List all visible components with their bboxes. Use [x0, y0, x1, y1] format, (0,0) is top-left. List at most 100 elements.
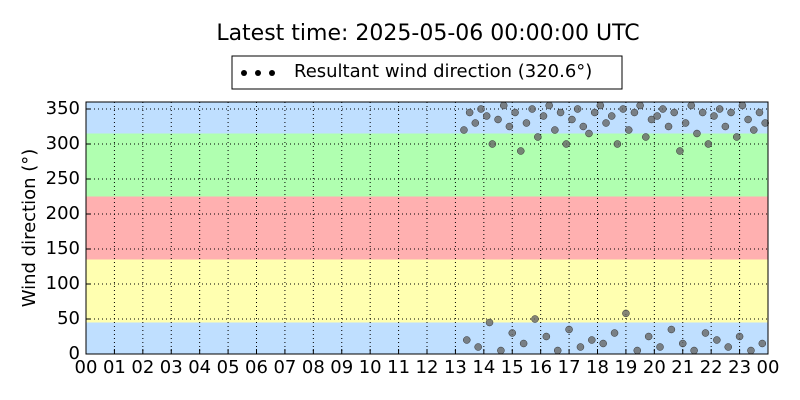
data-point [693, 129, 701, 138]
data-point [556, 108, 565, 117]
data-point [622, 309, 630, 318]
data-point [642, 133, 650, 141]
data-point [724, 343, 732, 351]
data-point [599, 339, 607, 348]
data-point [517, 147, 525, 155]
x-tick-label: 07 [273, 357, 296, 378]
plot-frame [85, 101, 769, 355]
legend-label: Resultant wind direction (320.6°) [294, 61, 592, 82]
y-tick-label: 0 [69, 343, 80, 364]
data-point [497, 346, 505, 355]
data-point [633, 346, 642, 355]
y-tick-label: 300 [46, 133, 80, 154]
data-point [494, 115, 502, 124]
y-tick-label: 150 [46, 238, 80, 259]
data-point [701, 329, 710, 337]
data-point [761, 119, 769, 127]
data-point [735, 332, 744, 341]
data-point [553, 346, 562, 355]
data-point [562, 140, 570, 148]
data-point [482, 112, 491, 120]
x-tick-label: 19 [614, 357, 637, 378]
data-point [542, 332, 551, 341]
data-point [690, 346, 698, 355]
x-tick-label: 20 [643, 357, 666, 378]
y-axis-label: Wind direction (°) [19, 149, 40, 308]
data-point [755, 108, 764, 117]
data-point [750, 126, 758, 134]
data-point [679, 339, 687, 348]
data-point [659, 105, 667, 113]
data-point [505, 122, 514, 131]
data-point [471, 119, 480, 127]
y-tick-label: 350 [46, 98, 80, 119]
data-point [619, 105, 627, 113]
data-point [565, 325, 573, 334]
data-point [508, 329, 516, 337]
data-point [463, 336, 471, 344]
data-point [664, 122, 673, 131]
y-tick-label: 100 [46, 273, 80, 294]
data-point [528, 105, 536, 113]
data-point [499, 101, 508, 110]
x-tick-label: 23 [728, 357, 751, 378]
data-point [588, 336, 596, 344]
x-tick-label: 02 [131, 357, 154, 378]
data-point [519, 339, 528, 348]
x-tick-label: 10 [359, 357, 382, 378]
legend-marker [269, 70, 275, 76]
data-point [738, 101, 747, 110]
x-tick-label: 08 [302, 357, 325, 378]
data-point [551, 126, 559, 134]
x-tick-label: 13 [444, 357, 467, 378]
legend-marker [241, 70, 247, 76]
chart-title: Latest time: 2025-05-06 00:00:00 UTC [216, 21, 639, 46]
legend: Resultant wind direction (320.6°) [231, 55, 623, 90]
x-tick-label: 11 [387, 357, 410, 378]
x-tick-label: 09 [330, 357, 353, 378]
data-point [576, 343, 585, 351]
data-point [590, 108, 599, 117]
data-point [625, 126, 633, 134]
x-tick-label: 14 [472, 357, 495, 378]
data-point [710, 112, 718, 120]
data-point [747, 346, 755, 355]
data-point [534, 133, 542, 141]
y-tick-label: 50 [57, 308, 80, 329]
data-point [607, 112, 616, 120]
data-point [573, 105, 582, 113]
y-tick-label: 200 [46, 203, 80, 224]
legend-marker [255, 70, 261, 76]
data-point [610, 329, 619, 337]
data-point [644, 332, 653, 341]
data-point [670, 108, 678, 117]
data-point [465, 108, 474, 117]
x-tick-label: 15 [501, 357, 524, 378]
x-tick-label: 12 [416, 357, 439, 378]
x-tick-label: 16 [529, 357, 552, 378]
data-point [653, 112, 661, 120]
data-point [585, 129, 593, 138]
data-point [613, 140, 622, 148]
x-tick-label: 03 [160, 357, 183, 378]
x-tick-label: 18 [586, 357, 609, 378]
data-point [488, 140, 497, 148]
data-point [579, 122, 588, 131]
data-point [460, 126, 468, 134]
data-point [474, 343, 482, 351]
legend-box [231, 55, 623, 90]
data-point [602, 119, 610, 127]
x-tick-label: 05 [217, 357, 240, 378]
data-point [630, 108, 639, 117]
x-tick-label: 17 [558, 357, 581, 378]
x-tick-label: 00 [757, 357, 780, 378]
data-point [676, 147, 684, 155]
data-point [727, 108, 735, 117]
data-point [485, 318, 494, 327]
data-point [704, 140, 713, 148]
data-point [667, 325, 676, 334]
data-point [713, 336, 721, 344]
y-tick-label: 250 [46, 168, 80, 189]
x-tick-label: 04 [188, 357, 211, 378]
